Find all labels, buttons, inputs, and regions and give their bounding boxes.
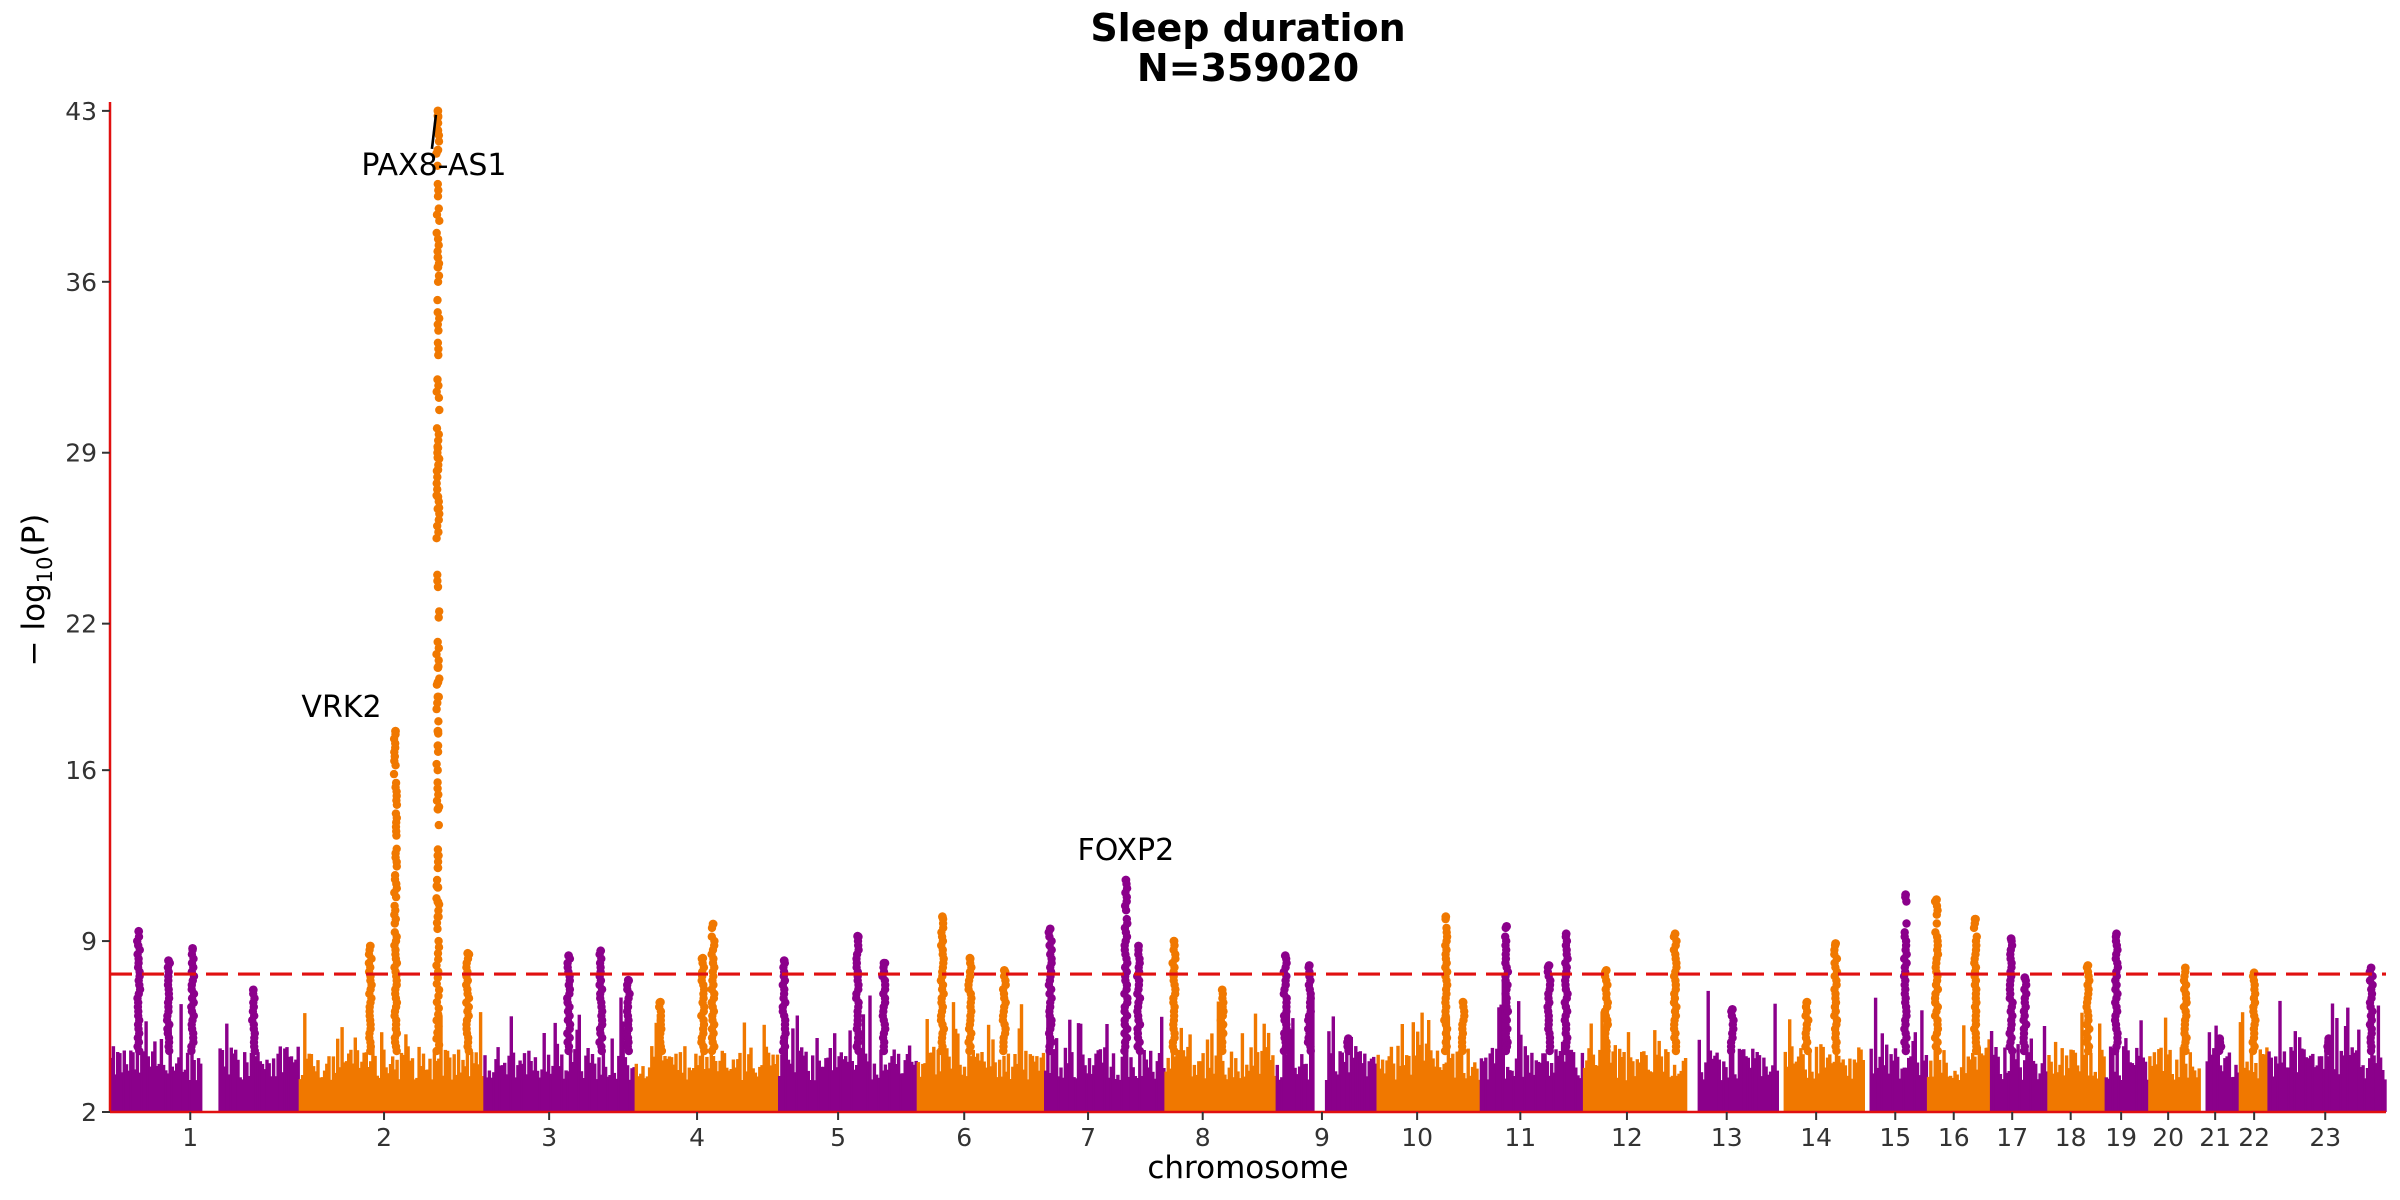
- y-tick-label: 43: [65, 97, 97, 126]
- gene-label: PAX8-AS1: [361, 148, 506, 183]
- x-tick-label: 18: [2055, 1123, 2087, 1152]
- x-tick-label: 2: [376, 1123, 392, 1152]
- chromosome-13-points: [1697, 990, 1779, 1112]
- axes: [108, 102, 2386, 1114]
- x-tick-label: 11: [1504, 1123, 1536, 1152]
- x-tick-label: 22: [2238, 1123, 2270, 1152]
- gene-annotations: PAX8-AS1 VRK2 FOXP2: [301, 114, 1175, 868]
- x-tick-label: 23: [2309, 1123, 2341, 1152]
- chromosome-11-points: [1479, 922, 1585, 1112]
- chromosome-20-points: [2148, 963, 2201, 1112]
- chromosome-22-points: [2238, 968, 2269, 1112]
- chromosome-17-points: [1989, 934, 2049, 1112]
- chromosome-7-points: [1044, 875, 1166, 1112]
- y-axis-label-tail: (P): [16, 514, 52, 557]
- y-tick-label: 9: [81, 927, 97, 956]
- chromosome-1-points: [109, 926, 203, 1112]
- x-tick-label: 16: [1938, 1123, 1970, 1152]
- x-tick-label: 4: [689, 1123, 705, 1152]
- chromosome-18-points: [2047, 961, 2106, 1112]
- chromosome-15-points: [1869, 890, 1929, 1112]
- chromosome-4-points: [634, 919, 780, 1112]
- x-tick-label: 3: [541, 1123, 557, 1152]
- x-tick-label: 8: [1195, 1123, 1211, 1152]
- chromosome-16-points: [1926, 895, 1986, 1112]
- x-tick-label: 13: [1711, 1123, 1743, 1152]
- x-tick-label: 15: [1879, 1123, 1911, 1152]
- data-points: [109, 106, 2387, 1112]
- chromosome-19-points: [2104, 929, 2150, 1112]
- chromosome-8-points: [1275, 951, 1315, 1112]
- chromosome-8-points: [1164, 936, 1277, 1112]
- y-tick-label: 2: [81, 1098, 97, 1127]
- chromosome-9-points: [1324, 1016, 1378, 1112]
- gene-label: FOXP2: [1078, 833, 1175, 868]
- x-tick-label: 19: [2105, 1123, 2137, 1152]
- chromosome-6-points: [916, 912, 1046, 1112]
- x-tick-label: 10: [1401, 1123, 1433, 1152]
- annotation-leader-line: [430, 114, 438, 150]
- x-axis-label: chromosome: [1147, 1150, 1348, 1186]
- x-tick-label: 21: [2199, 1123, 2231, 1152]
- chromosome-2-points: [218, 985, 300, 1112]
- x-tick-label: 12: [1611, 1123, 1643, 1152]
- chromosome-12-points: [1582, 929, 1688, 1112]
- chromosome-23-points: [2267, 963, 2387, 1112]
- chromosome-21-points: [2205, 1025, 2240, 1112]
- chromosome-10-points: [1376, 912, 1481, 1112]
- x-tick-label: 7: [1080, 1123, 1096, 1152]
- x-tick-label: 17: [1996, 1123, 2028, 1152]
- y-axis-label-main: − log: [16, 583, 52, 666]
- x-tick-label: 20: [2152, 1123, 2184, 1152]
- x-tick-label: 14: [1800, 1123, 1832, 1152]
- chart-title: Sleep duration: [1090, 6, 1405, 50]
- x-ticks: 1 2 3 4 5 6 7 8 9 10 11 12 13 14 15 16 17 18 19 20 21 22 23: [182, 1112, 2341, 1152]
- y-tick-label: 36: [65, 268, 97, 297]
- chromosome-5-points: [778, 931, 918, 1112]
- x-tick-label: 5: [830, 1123, 846, 1152]
- x-tick-label: 1: [182, 1123, 198, 1152]
- y-tick-label: 29: [65, 439, 97, 468]
- y-axis-label: − log10(P): [16, 514, 57, 667]
- x-tick-label: 9: [1314, 1123, 1330, 1152]
- chromosome-2-points: [298, 106, 485, 1112]
- gene-label: VRK2: [301, 690, 381, 725]
- chromosome-14-points: [1783, 939, 1865, 1112]
- x-tick-label: 6: [956, 1123, 972, 1152]
- y-tick-label: 16: [65, 756, 97, 785]
- chart-subtitle: N=359020: [1137, 46, 1359, 90]
- y-axis-label-subscript: 10: [33, 557, 57, 584]
- chromosome-3-points: [483, 946, 636, 1112]
- y-tick-label: 22: [65, 610, 97, 639]
